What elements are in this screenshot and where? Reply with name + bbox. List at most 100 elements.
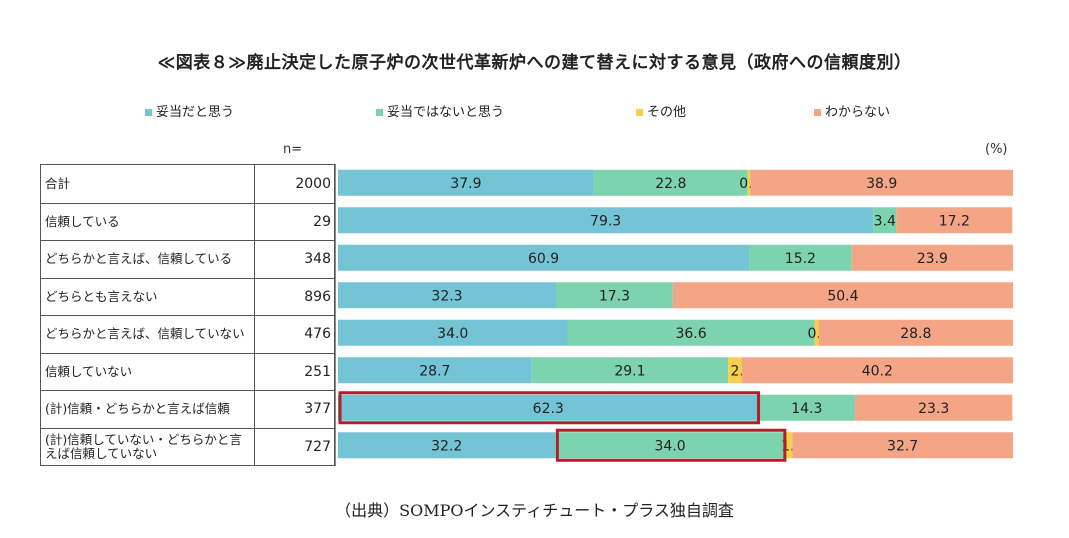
value-axis-line <box>335 164 336 466</box>
category-label: どちらとも言えない <box>45 288 158 304</box>
column-divider <box>254 203 255 240</box>
unit-label: (%) <box>985 142 1008 157</box>
category-label: 信頼している <box>45 213 120 229</box>
data-label-agree: 32.2 <box>431 438 462 454</box>
legend-label-disagree: 妥当ではないと思う <box>387 105 505 120</box>
column-divider <box>254 278 255 315</box>
category-label: どちらかと言えば、信頼している <box>45 251 233 267</box>
category-label: 信頼していない <box>45 363 133 379</box>
category-label: 合計 <box>45 175 71 191</box>
bar-segment-agree <box>338 394 759 421</box>
bar-segment-agree <box>338 357 532 384</box>
category-label: (計)信頼していない・どちらかと言えば信頼していない <box>45 431 242 461</box>
bar-segment-unknown <box>855 394 1013 421</box>
legend-item-disagree: 妥当ではないと思う <box>376 101 504 120</box>
bar-segment-agree <box>338 207 874 234</box>
bar-segment-disagree <box>555 432 785 459</box>
data-label-unknown: 50.4 <box>827 288 858 304</box>
bar-segment-agree <box>338 169 594 196</box>
data-label-unknown: 32.7 <box>887 438 918 454</box>
bar-segment-disagree <box>567 319 815 346</box>
legend-swatch-disagree <box>376 109 383 116</box>
data-label-unknown: 28.8 <box>900 326 931 342</box>
data-label-agree: 79.3 <box>590 213 621 229</box>
column-divider <box>254 241 255 278</box>
bar-segment-disagree <box>593 169 748 196</box>
legend-label-unknown: わからない <box>825 105 891 120</box>
data-label-agree: 62.3 <box>533 401 564 417</box>
legend: 妥当だと思う 妥当ではないと思う その他 わからない <box>0 101 1069 121</box>
data-label-unknown: 38.9 <box>866 176 897 192</box>
bar-segment-agree <box>338 319 568 346</box>
bar-segment-disagree <box>531 357 729 384</box>
data-label-unknown: 23.9 <box>917 251 948 267</box>
column-divider <box>254 316 255 353</box>
data-label-agree: 28.7 <box>419 363 450 379</box>
n-header: n= <box>283 142 303 157</box>
data-label-unknown: 23.3 <box>918 401 949 417</box>
legend-label-other: その他 <box>647 105 687 120</box>
bar-segment-unknown <box>851 244 1013 271</box>
n-value: 476 <box>304 326 331 343</box>
data-label-disagree: 36.6 <box>675 326 706 342</box>
bar-segment-agree <box>338 244 750 271</box>
highlight-box <box>555 428 787 462</box>
category-label: どちらかと言えば、信頼していない <box>45 326 245 342</box>
column-divider <box>254 391 255 428</box>
bar-segment-agree <box>338 432 556 459</box>
column-divider <box>254 165 255 203</box>
data-label-disagree: 17.3 <box>599 288 630 304</box>
n-value: 251 <box>304 363 331 380</box>
bar-segment-agree <box>338 282 557 309</box>
column-divider <box>254 428 255 465</box>
n-value: 727 <box>304 438 331 455</box>
bar-segment-disagree <box>873 207 897 234</box>
n-value: 348 <box>304 251 331 268</box>
table-row: 合計 2000 <box>41 165 334 203</box>
table-row: 信頼していない 251 <box>41 352 334 390</box>
bar-segment-unknown <box>818 319 1013 346</box>
bar-segment-disagree <box>749 244 852 271</box>
data-label-unknown: 40.2 <box>862 363 893 379</box>
legend-item-unknown: わからない <box>814 101 890 120</box>
n-value: 29 <box>313 213 331 230</box>
data-label-disagree: 15.2 <box>785 251 816 267</box>
legend-item-other: その他 <box>636 101 686 120</box>
legend-swatch-other <box>636 109 643 116</box>
bar-segment-disagree <box>556 282 673 309</box>
bar-segment-other <box>784 432 793 459</box>
bar-segment-other <box>747 169 751 196</box>
table-row: (計)信頼・どちらかと言えば信頼 377 <box>41 390 334 428</box>
data-label-disagree: 29.1 <box>614 363 645 379</box>
data-label-agree: 37.9 <box>450 176 481 192</box>
table-row: 信頼している 29 <box>41 202 334 240</box>
bar-segment-unknown <box>792 432 1013 459</box>
table-row: どちらかと言えば、信頼していない 476 <box>41 315 334 353</box>
bar-segment-unknown <box>896 207 1013 234</box>
bar-segment-disagree <box>758 394 856 421</box>
bar-segment-other <box>728 357 742 384</box>
table-row: どちらとも言えない 896 <box>41 277 334 315</box>
data-label-disagree: 22.8 <box>655 176 686 192</box>
legend-swatch-agree <box>145 109 152 116</box>
data-label-agree: 60.9 <box>528 251 559 267</box>
n-value: 896 <box>304 288 331 305</box>
bar-segment-other <box>814 319 819 346</box>
data-label-unknown: 17.2 <box>939 213 970 229</box>
table-row: どちらかと言えば、信頼している 348 <box>41 240 334 278</box>
bar-segment-unknown <box>672 282 1013 309</box>
n-value: 377 <box>304 401 331 418</box>
data-label-agree: 32.3 <box>431 288 462 304</box>
data-label-disagree: 3.4 <box>874 213 896 229</box>
column-divider <box>254 353 255 390</box>
highlight-box <box>338 391 761 425</box>
data-label-disagree: 34.0 <box>655 438 686 454</box>
legend-swatch-unknown <box>814 109 821 116</box>
legend-item-agree: 妥当だと思う <box>145 101 234 120</box>
bar-segment-unknown <box>750 169 1013 196</box>
source-note: （出典）SOMPOインスティチュート・プラス独自調査 <box>335 501 734 520</box>
data-label-disagree: 14.3 <box>791 401 822 417</box>
category-label: (計)信頼・どちらかと言えば信頼 <box>45 401 230 417</box>
table-row: (計)信頼していない・どちらかと言えば信頼していない 727 <box>41 427 334 465</box>
